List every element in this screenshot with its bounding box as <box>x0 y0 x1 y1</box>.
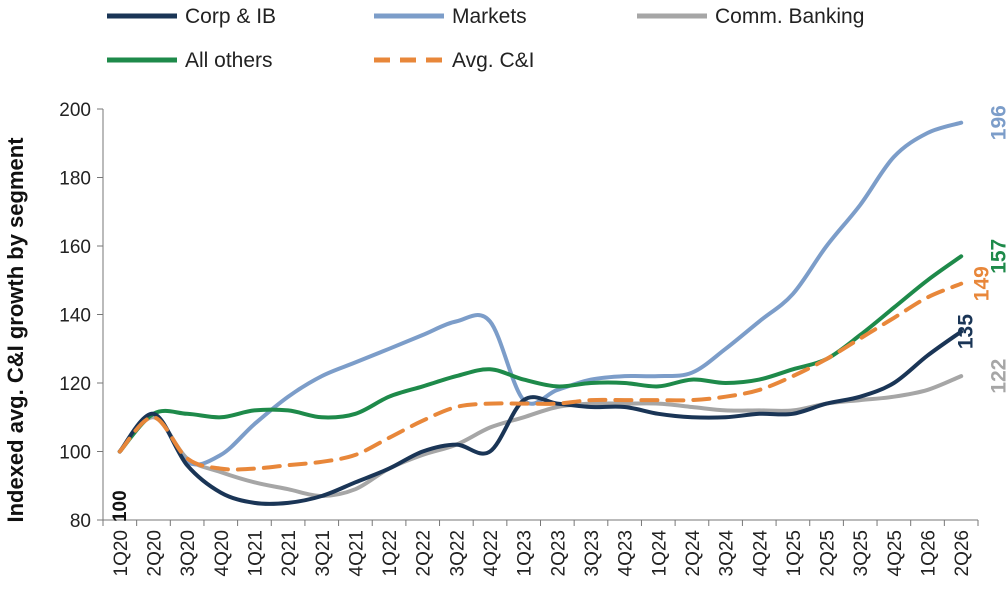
x-tick-label: 4Q23 <box>616 530 637 576</box>
x-tick-label: 1Q24 <box>649 530 670 577</box>
x-tick-label: 2Q25 <box>818 530 839 576</box>
x-tick-label: 1Q22 <box>380 530 401 576</box>
x-tick-label: 2Q26 <box>952 530 973 576</box>
x-tick-label: 1Q26 <box>919 530 940 576</box>
start-value-label: 100 <box>110 490 131 522</box>
end-value-label: 122 <box>987 359 1008 394</box>
y-axis-title-group: Indexed avg. C&I growth by segment <box>3 137 28 523</box>
series-line-corp-ib <box>117 329 964 506</box>
x-tick-label: 1Q25 <box>784 530 805 576</box>
x-tick-label: 1Q23 <box>515 530 536 576</box>
legend-label: Markets <box>452 5 527 28</box>
legend-label: Avg. C&I <box>452 49 534 72</box>
x-tick-label: 3Q20 <box>178 530 199 576</box>
x-tick-label: 3Q22 <box>447 530 468 576</box>
x-tick-label: 2Q22 <box>414 530 435 576</box>
x-tick-label: 1Q21 <box>245 530 266 576</box>
x-tick-label: 2Q21 <box>279 530 300 576</box>
legend-label: Corp & IB <box>185 5 276 28</box>
y-tick-label: 140 <box>59 306 91 327</box>
legend-label: All others <box>185 49 273 72</box>
x-tick-label: 4Q22 <box>481 530 502 576</box>
x-tick-label: 3Q21 <box>313 530 334 576</box>
end-value-label: 135 <box>954 314 977 349</box>
end-value-label: 157 <box>987 239 1008 274</box>
series-line-avg-c-i <box>117 281 964 472</box>
series-line-all-others <box>117 254 964 454</box>
legend-item: Comm. Banking <box>637 5 864 28</box>
y-tick-label: 160 <box>59 237 91 258</box>
x-tick-label: 4Q24 <box>750 530 771 577</box>
legend-item: All others <box>107 49 273 72</box>
legend: Corp & IB Markets Comm. Banking All others A… <box>107 5 864 72</box>
legend-item: Markets <box>374 5 527 28</box>
end-value-label: 196 <box>987 105 1008 140</box>
x-axis: 1Q20 2Q20 3Q20 4Q20 1Q21 2Q21 3Q21 4Q21 1Q22 2Q22… <box>102 519 979 577</box>
x-tick-label: 2Q20 <box>144 530 165 576</box>
y-tick-label: 80 <box>70 511 91 532</box>
end-value-label: 149 <box>970 266 993 301</box>
y-tick-label: 200 <box>59 100 91 121</box>
series-line-comm-banking <box>117 374 964 498</box>
x-tick-label: 4Q25 <box>885 530 906 576</box>
x-tick-label: 3Q24 <box>717 530 738 577</box>
x-tick-label: 4Q20 <box>212 530 233 576</box>
x-tick-label: 2Q24 <box>683 530 704 577</box>
x-tick-label: 3Q23 <box>582 530 603 576</box>
x-tick-label: 4Q21 <box>346 530 367 576</box>
x-tick-label: 2Q23 <box>548 530 569 576</box>
legend-item: Avg. C&I <box>374 49 534 72</box>
y-tick-label: 120 <box>59 374 91 395</box>
y-axis-title: Indexed avg. C&I growth by segment <box>3 137 28 523</box>
x-tick-label: 3Q25 <box>851 530 872 576</box>
y-tick-label: 180 <box>59 169 91 190</box>
y-axis: 80 100 120 140 160 180 200 <box>59 100 104 532</box>
y-tick-label: 100 <box>59 443 91 464</box>
legend-item: Corp & IB <box>107 5 276 28</box>
legend-label: Comm. Banking <box>715 5 864 28</box>
series-line-markets <box>117 120 964 467</box>
x-tick-label: 1Q20 <box>111 530 132 576</box>
series-layer <box>117 120 964 506</box>
